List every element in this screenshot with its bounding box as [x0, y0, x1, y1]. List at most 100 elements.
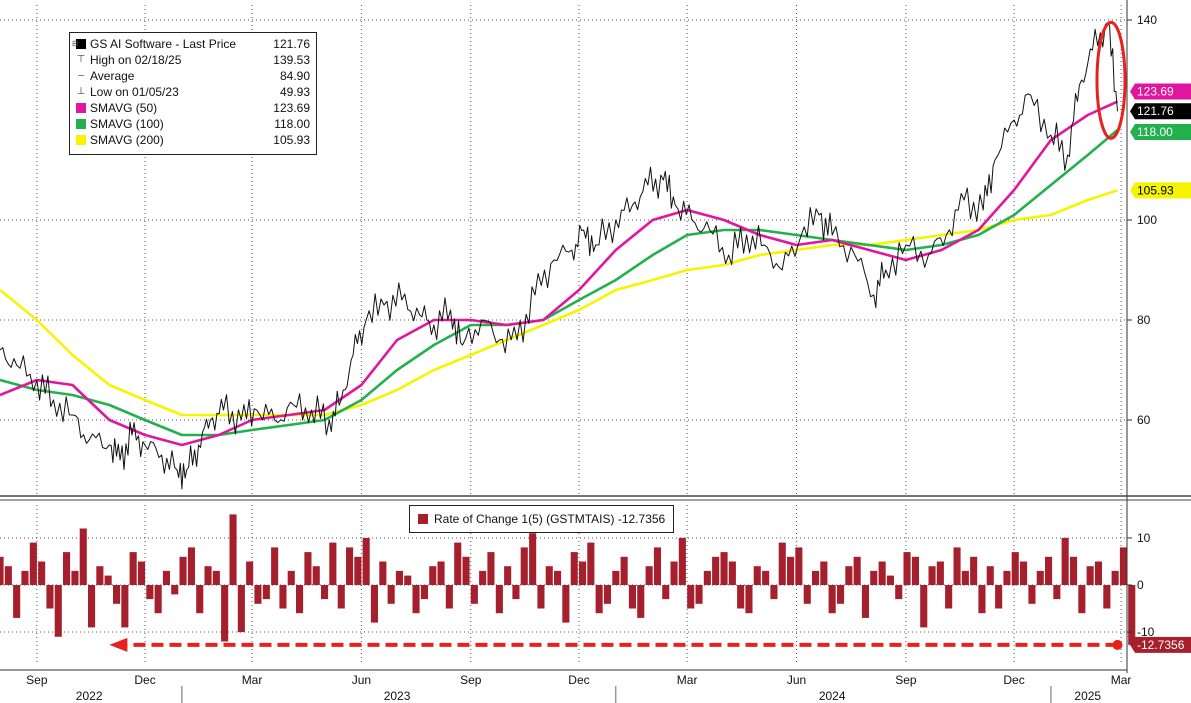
roc-bar	[354, 556, 362, 585]
roc-bar	[579, 561, 587, 585]
roc-bar	[321, 585, 329, 600]
xtick-month-label: Mar	[1111, 673, 1132, 687]
legend-sma200-label: SMAVG (200)	[90, 133, 164, 147]
roc-bar	[196, 585, 204, 614]
roc-swatch-icon	[418, 514, 428, 524]
roc-bar	[678, 537, 686, 585]
legend-row-high: ⊤ High on 02/18/25 139.53	[76, 52, 310, 68]
xtick-month-label: Sep	[460, 673, 482, 687]
roc-bar	[1111, 570, 1119, 585]
roc-ytick-label: 0	[1137, 578, 1144, 592]
roc-bar	[137, 561, 145, 585]
roc-bar	[595, 585, 603, 614]
roc-bar	[945, 585, 953, 609]
roc-bar	[46, 585, 54, 609]
roc-value-tag-label: -12.7356	[1137, 638, 1185, 652]
roc-bar	[121, 585, 129, 628]
roc-bar	[995, 585, 1003, 609]
price-line	[0, 21, 1118, 490]
roc-bar	[703, 570, 711, 585]
roc-bar	[104, 575, 112, 585]
price-tag: 118.00	[1130, 124, 1191, 140]
roc-bar	[304, 552, 312, 585]
price-tag-box	[1130, 83, 1191, 100]
roc-bar	[420, 585, 428, 600]
roc-bar	[279, 585, 287, 609]
roc-bar	[171, 585, 179, 595]
legend-high-value: 139.53	[273, 53, 310, 67]
roc-bar	[653, 547, 661, 585]
legend-sma200-value: 105.93	[273, 133, 310, 147]
roc-legend-label: Rate of Change 1(5) (GSTMTAIS) -12.7356	[434, 512, 666, 526]
legend-row-price: GS AI Software - Last Price 121.76	[76, 36, 310, 52]
legend-row-sma100: SMAVG (100) 118.00	[76, 116, 310, 132]
roc-bar	[54, 585, 62, 637]
roc-bar	[670, 561, 678, 585]
roc-bar	[38, 561, 46, 585]
roc-bar	[187, 547, 195, 585]
roc-bar	[204, 566, 212, 585]
price-swatch-icon	[76, 39, 86, 49]
roc-bar	[454, 542, 462, 585]
legend-row-sma50: SMAVG (50) 123.69	[76, 100, 310, 116]
roc-bar	[886, 575, 894, 585]
average-marker-icon: –	[78, 70, 84, 81]
roc-bar	[212, 570, 220, 585]
price-tag: 121.76	[1130, 103, 1191, 120]
roc-bar	[554, 570, 562, 585]
collapse-icon[interactable]: ⊟	[72, 39, 79, 48]
roc-bar	[737, 585, 745, 609]
roc-bar	[329, 542, 337, 585]
roc-legend: Rate of Change 1(5) (GSTMTAIS) -12.7356	[409, 505, 675, 533]
ytick-label: 140	[1137, 13, 1157, 27]
legend-sma50-value: 123.69	[273, 101, 310, 115]
legend-row-average: – Average 84.90	[76, 68, 310, 84]
roc-bar	[1061, 537, 1069, 585]
roc-bar	[870, 570, 878, 585]
roc-bar	[1070, 556, 1078, 585]
roc-bar	[404, 575, 412, 585]
ytick-label: 60	[1137, 413, 1151, 427]
sma200-swatch-icon	[76, 135, 86, 145]
xtick-month-label: Dec	[134, 673, 155, 687]
roc-bar	[1078, 585, 1086, 614]
roc-bar	[162, 570, 170, 585]
price-tag-box	[1130, 182, 1191, 199]
roc-bar	[296, 585, 304, 614]
legend-sma100-value: 118.00	[274, 117, 310, 131]
roc-bar	[628, 585, 636, 609]
roc-bar	[795, 547, 803, 585]
roc-bar	[645, 566, 653, 585]
legend-average-label: Average	[90, 69, 135, 83]
price-tag-box	[1130, 103, 1191, 120]
roc-bar	[970, 556, 978, 585]
xtick-month-label: Dec	[568, 673, 589, 687]
roc-bar	[495, 585, 503, 614]
xtick-month-label: Sep	[26, 673, 48, 687]
roc-bar	[953, 547, 961, 585]
roc-bar	[1128, 585, 1136, 645]
roc-ytick-label: 10	[1137, 531, 1151, 545]
price-tag: 123.69	[1130, 83, 1191, 100]
roc-bar	[470, 585, 478, 604]
roc-bar	[562, 585, 570, 623]
roc-bar	[986, 566, 994, 585]
roc-bar	[437, 561, 445, 585]
ytick-label: 80	[1137, 313, 1151, 327]
roc-bar	[861, 585, 869, 618]
xtick-year-label: 2023	[384, 689, 411, 703]
roc-bar	[1036, 570, 1044, 585]
roc-bar	[903, 552, 911, 585]
roc-bar	[271, 547, 279, 585]
xtick-year-label: 2022	[76, 689, 103, 703]
roc-bar	[1003, 570, 1011, 585]
roc-bar	[79, 528, 87, 585]
roc-bar	[346, 547, 354, 585]
roc-bar	[387, 585, 395, 604]
roc-bar	[237, 585, 245, 633]
legend-average-value: 84.90	[279, 69, 310, 83]
legend-sma100-label: SMAVG (100)	[90, 117, 164, 131]
roc-bar	[812, 570, 820, 585]
roc-bar	[720, 552, 728, 585]
roc-bar	[412, 585, 420, 614]
